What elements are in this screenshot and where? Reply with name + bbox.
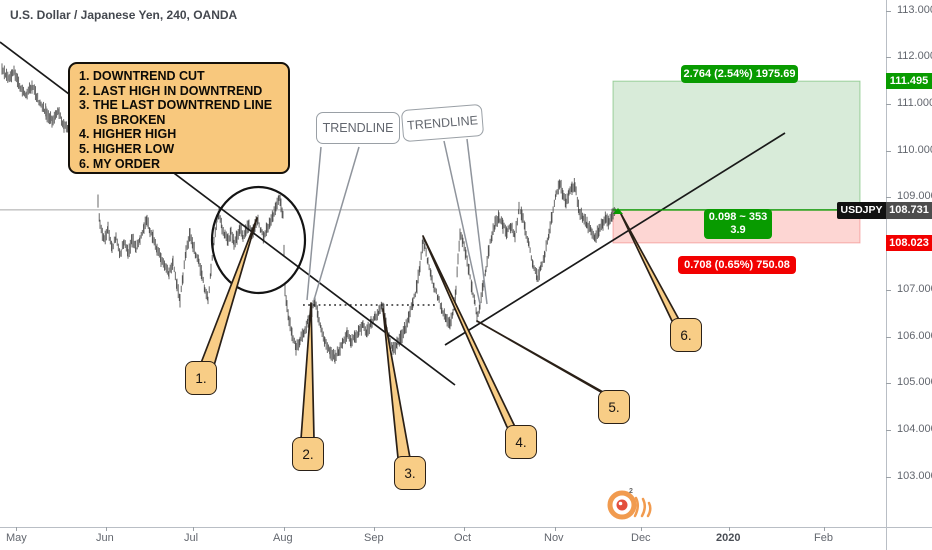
time-tick: Jul [184,532,199,544]
balloon-6[interactable]: 6. [670,318,702,352]
rr-line1: 0.098 ~ 353 [708,210,768,223]
price-tick: 110.000 [886,144,932,156]
note-line: 2. LAST HIGH IN DOWNTREND [79,83,263,98]
price-tick: 109.000 [886,190,932,202]
price-axis-border [886,0,887,550]
time-tick: Dec [631,532,651,544]
time-tick: Feb [814,532,833,544]
balloon-5[interactable]: 5. [598,390,630,424]
profit-zone[interactable] [612,80,861,211]
stop-price-tag: 108.023 [886,234,932,251]
balloon-4[interactable]: 4. [505,425,537,459]
time-tick: Sep [364,532,384,544]
price-tick: 107.000 [886,283,932,295]
time-tick: Oct [454,532,472,544]
symbol-price-tag: USDJPY [837,201,886,219]
time-tick: May [6,532,27,544]
watermark-logo: 2 [607,488,652,520]
last-price-tag: 108.731 [886,201,932,219]
balloon-2[interactable]: 2. [292,437,324,471]
trendline-callout-tails [306,138,488,305]
risk-reward-label[interactable]: 0.098 ~ 353 3.9 [704,208,772,239]
note-line: IS BROKEN [96,112,166,127]
note-line: 3. THE LAST DOWNTREND LINE [79,98,273,113]
price-tick: 105.000 [886,376,932,388]
note-line: 6. MY ORDER [79,156,161,171]
symbol-title[interactable]: U.S. Dollar / Japanese Yen, 240, OANDA [10,8,238,22]
rr-line2: 3.9 [730,223,746,236]
price-tick: 104.000 [886,423,932,435]
entry-marker-icon [613,208,623,214]
balloon-1[interactable]: 1. [185,361,217,395]
svg-text:2: 2 [629,488,633,495]
target-price-tag: 111.495 [886,73,932,90]
trendline-callout-1[interactable]: TRENDLINE [316,112,400,144]
price-tick: 113.000 [886,4,932,16]
price-tick: 106.000 [886,330,932,342]
trendline-callout-2[interactable]: TRENDLINE [400,103,485,143]
balloon-tails [200,211,683,459]
target-label[interactable]: 2.764 (2.54%) 1975.69 [681,65,798,84]
time-tick: Jun [96,532,114,544]
circle-annotation[interactable] [210,185,307,295]
note-annotation[interactable]: 1. DOWNTREND CUT 2. LAST HIGH IN DOWNTRE… [68,62,290,174]
note-line: 4. HIGHER HIGH [79,127,177,142]
balloon-3[interactable]: 3. [394,456,426,490]
candlestick-series [1,63,616,364]
time-tick-year: 2020 [716,532,741,544]
time-tick: Aug [273,532,293,544]
time-axis-border [0,527,932,528]
price-tick: 112.000 [886,50,932,62]
note-line: 5. HIGHER LOW [79,141,175,156]
time-tick: Nov [544,532,564,544]
stop-label[interactable]: 0.708 (0.65%) 750.08 [678,255,796,274]
price-tick: 111.000 [885,97,932,109]
uptrend-line[interactable] [444,132,786,346]
note-line: 1. DOWNTREND CUT [79,69,205,83]
price-tick: 103.000 [886,470,932,482]
